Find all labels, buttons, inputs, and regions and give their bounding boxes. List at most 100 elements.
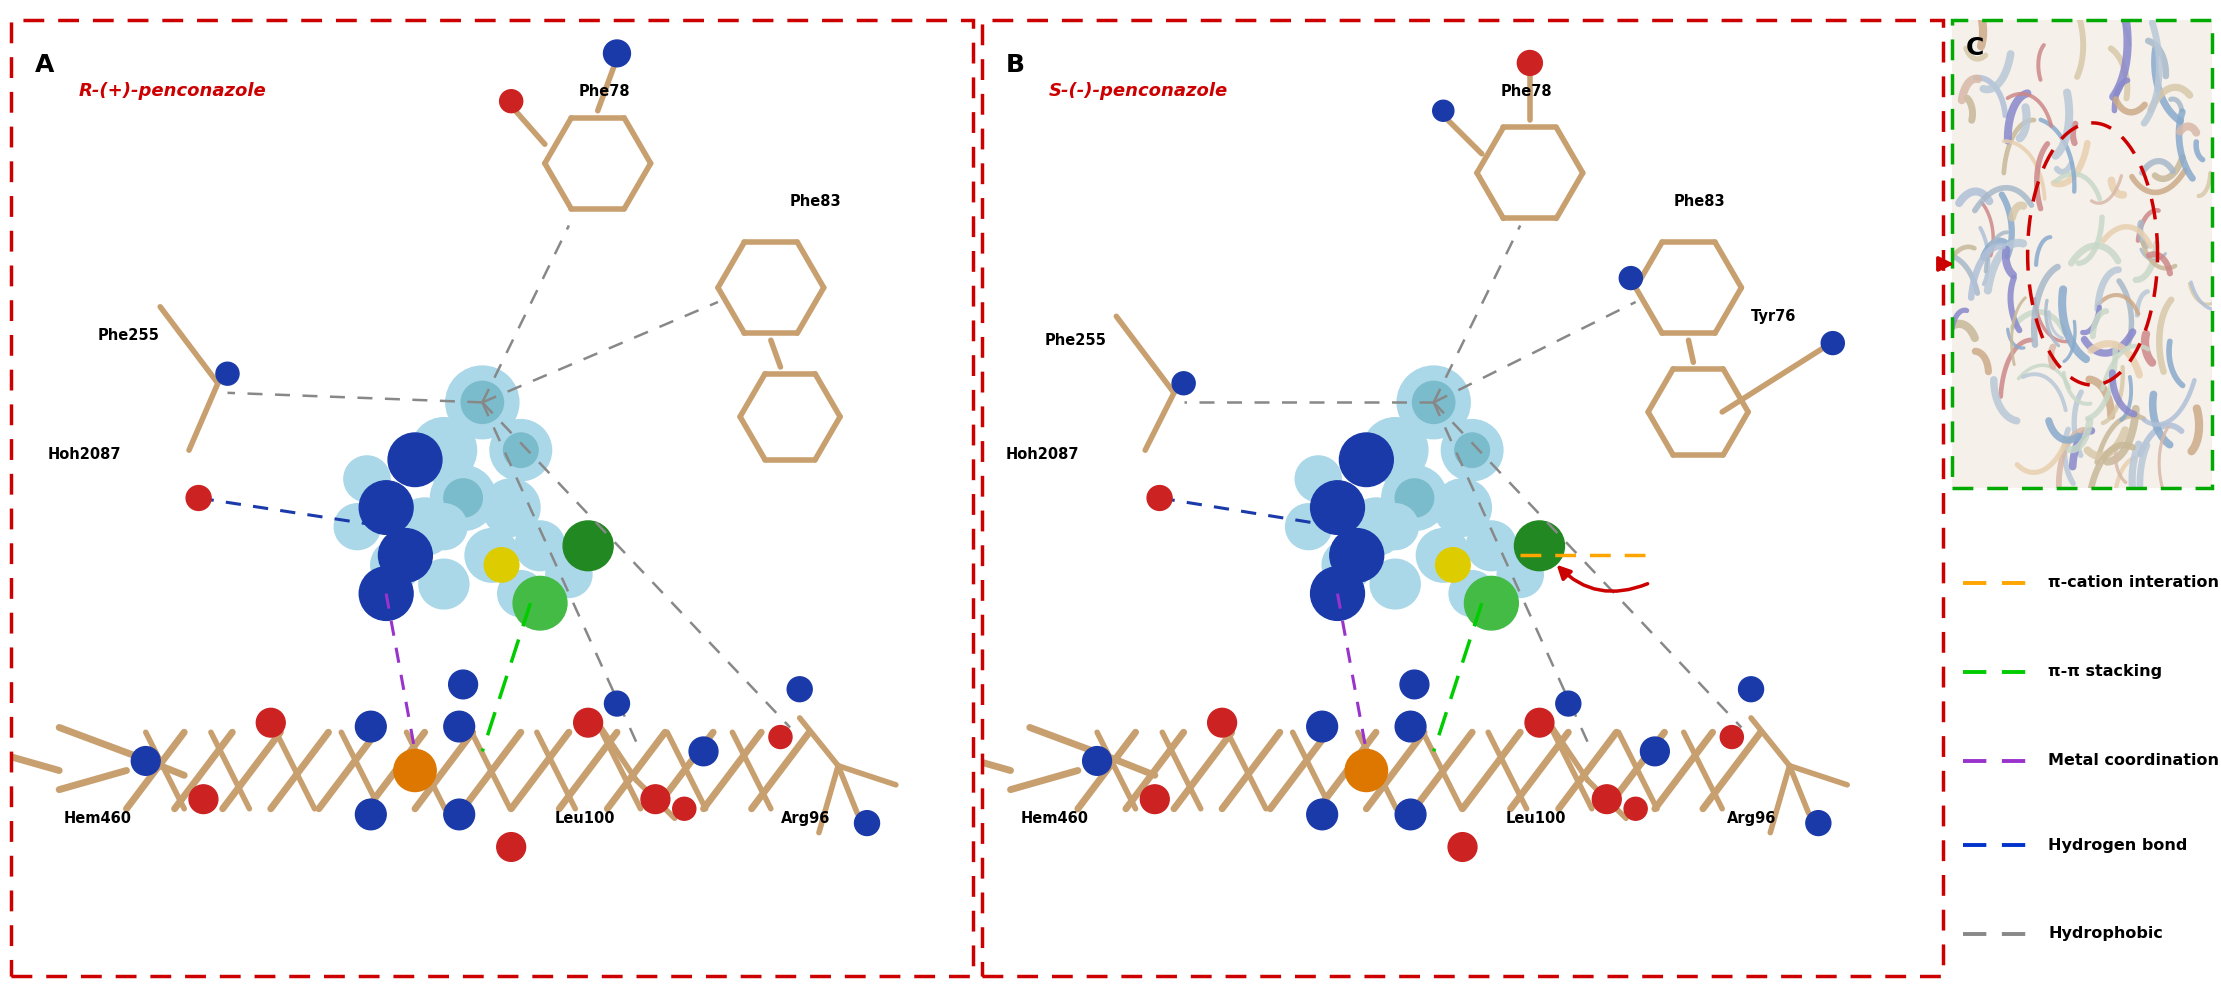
Circle shape xyxy=(1592,785,1621,814)
Text: B: B xyxy=(1006,54,1024,78)
Text: Hoh2087: Hoh2087 xyxy=(47,447,122,462)
Circle shape xyxy=(1330,529,1384,582)
Circle shape xyxy=(215,363,240,385)
Circle shape xyxy=(1348,498,1406,556)
Circle shape xyxy=(1395,799,1426,830)
Polygon shape xyxy=(1952,20,2212,488)
Circle shape xyxy=(786,677,813,701)
Circle shape xyxy=(491,419,551,481)
Circle shape xyxy=(604,691,629,716)
Circle shape xyxy=(498,571,544,617)
Circle shape xyxy=(1624,797,1648,821)
Circle shape xyxy=(344,456,391,502)
Circle shape xyxy=(515,521,564,571)
Circle shape xyxy=(1361,417,1428,483)
Text: π-cation interation: π-cation interation xyxy=(2048,576,2219,591)
Circle shape xyxy=(1146,486,1173,510)
Circle shape xyxy=(444,479,482,517)
Circle shape xyxy=(360,481,413,534)
Text: Hoh2087: Hoh2087 xyxy=(1006,447,1079,462)
Circle shape xyxy=(1739,677,1763,701)
Circle shape xyxy=(1417,529,1470,582)
Circle shape xyxy=(1557,691,1581,716)
Circle shape xyxy=(1381,465,1448,531)
Circle shape xyxy=(482,479,540,536)
Circle shape xyxy=(371,540,420,590)
Circle shape xyxy=(378,529,433,582)
Circle shape xyxy=(1139,785,1168,814)
Circle shape xyxy=(573,708,602,737)
Circle shape xyxy=(431,465,495,531)
Circle shape xyxy=(420,504,466,550)
Circle shape xyxy=(1464,577,1519,629)
Circle shape xyxy=(462,381,504,423)
Circle shape xyxy=(1806,811,1830,836)
Circle shape xyxy=(444,799,475,830)
Text: Tyr76: Tyr76 xyxy=(1750,309,1797,324)
Text: Hem460: Hem460 xyxy=(1019,811,1088,826)
Circle shape xyxy=(389,433,442,486)
Text: Hydrogen bond: Hydrogen bond xyxy=(2048,838,2188,853)
Circle shape xyxy=(1339,433,1393,486)
Circle shape xyxy=(1399,670,1428,699)
Circle shape xyxy=(1448,833,1477,862)
Text: S-(-)-penconazole: S-(-)-penconazole xyxy=(1048,82,1228,100)
Circle shape xyxy=(546,552,593,598)
Text: Phe83: Phe83 xyxy=(791,194,842,209)
Circle shape xyxy=(1344,437,1390,483)
Text: Leu100: Leu100 xyxy=(1506,811,1566,826)
Circle shape xyxy=(393,749,435,792)
Circle shape xyxy=(1497,552,1544,598)
Circle shape xyxy=(768,725,793,749)
Circle shape xyxy=(449,670,478,699)
Circle shape xyxy=(444,711,475,742)
Text: Arg96: Arg96 xyxy=(780,811,831,826)
Circle shape xyxy=(464,529,520,582)
Circle shape xyxy=(1821,332,1843,355)
Circle shape xyxy=(1435,548,1470,582)
Circle shape xyxy=(1435,479,1490,536)
Circle shape xyxy=(1455,433,1490,467)
Circle shape xyxy=(1515,521,1564,571)
Circle shape xyxy=(1395,711,1426,742)
Text: Leu100: Leu100 xyxy=(555,811,615,826)
Circle shape xyxy=(1395,479,1435,517)
Circle shape xyxy=(1433,101,1455,122)
Text: Phe78: Phe78 xyxy=(1501,84,1552,100)
Circle shape xyxy=(1526,708,1555,737)
Circle shape xyxy=(1448,571,1495,617)
Text: Phe78: Phe78 xyxy=(577,84,631,100)
Text: Phe255: Phe255 xyxy=(1044,333,1106,348)
Circle shape xyxy=(484,548,520,582)
Circle shape xyxy=(446,367,520,438)
Circle shape xyxy=(1413,381,1455,423)
Text: Metal coordination: Metal coordination xyxy=(2048,753,2219,768)
Text: Hem460: Hem460 xyxy=(64,811,131,826)
Circle shape xyxy=(411,417,478,483)
Circle shape xyxy=(382,533,429,579)
Circle shape xyxy=(1466,521,1517,571)
Circle shape xyxy=(355,711,386,742)
Circle shape xyxy=(333,504,380,550)
Circle shape xyxy=(1619,267,1641,290)
Circle shape xyxy=(395,498,453,556)
Text: Phe255: Phe255 xyxy=(98,328,160,343)
Circle shape xyxy=(642,785,671,814)
Circle shape xyxy=(360,567,413,621)
Text: Hydrophobic: Hydrophobic xyxy=(2048,926,2163,941)
Circle shape xyxy=(255,708,284,737)
Circle shape xyxy=(1721,725,1743,749)
Circle shape xyxy=(689,737,717,766)
Circle shape xyxy=(1306,711,1337,742)
Text: C: C xyxy=(1966,36,1983,61)
Circle shape xyxy=(673,797,695,821)
Circle shape xyxy=(420,559,469,609)
Circle shape xyxy=(1373,504,1419,550)
Circle shape xyxy=(1397,367,1470,438)
Text: Phe83: Phe83 xyxy=(1675,194,1726,209)
Circle shape xyxy=(500,90,522,113)
Circle shape xyxy=(1173,372,1195,394)
Text: R-(+)-penconazole: R-(+)-penconazole xyxy=(78,82,267,100)
Circle shape xyxy=(1306,799,1337,830)
Text: π-π stacking: π-π stacking xyxy=(2048,664,2163,679)
